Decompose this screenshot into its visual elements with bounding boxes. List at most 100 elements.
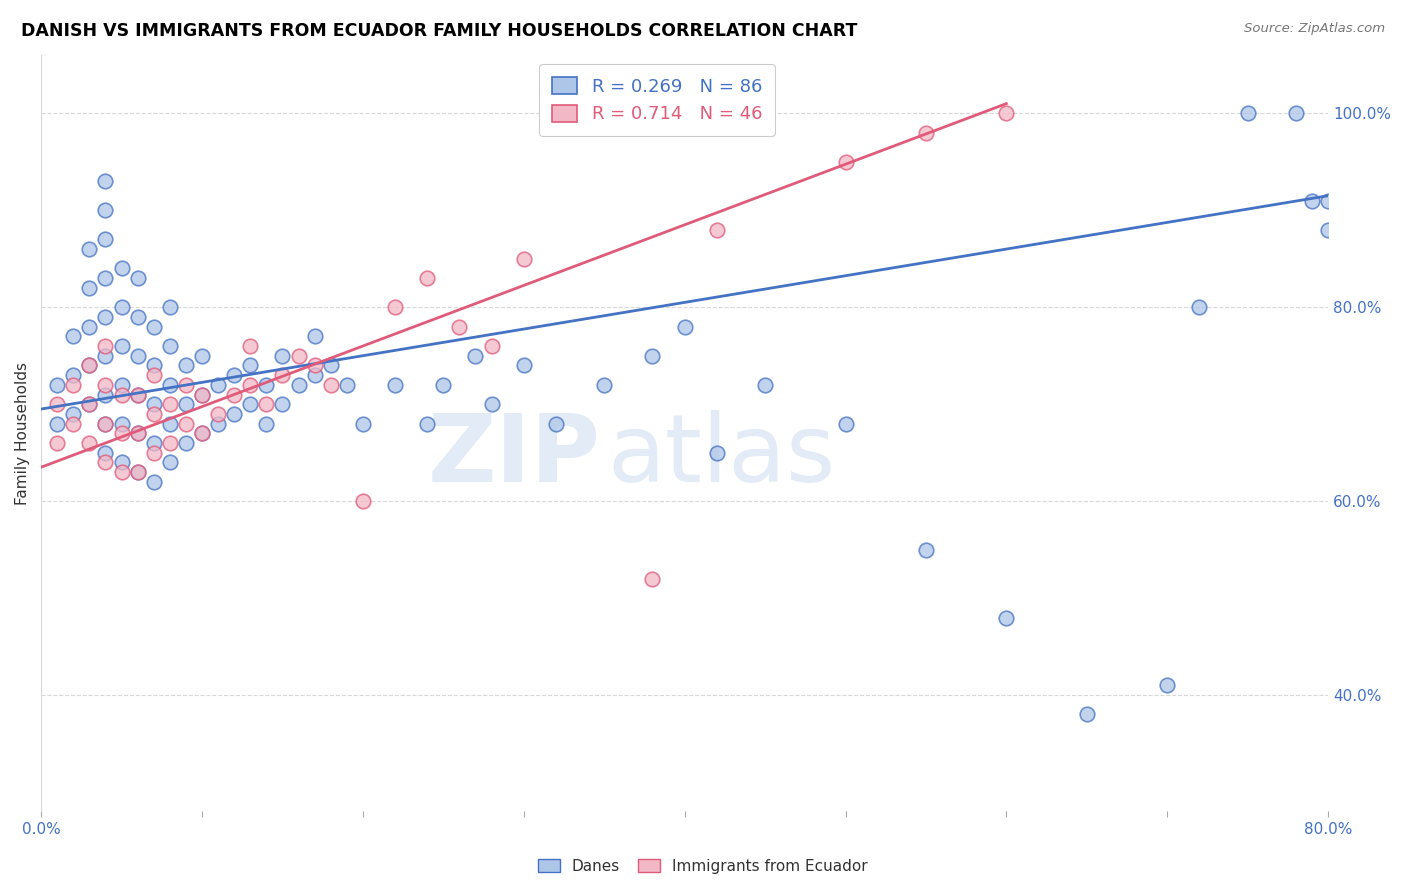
Point	[352, 494, 374, 508]
Point	[706, 445, 728, 459]
Point	[79, 359, 101, 373]
Point	[174, 417, 197, 431]
Point	[304, 329, 326, 343]
Legend: Danes, Immigrants from Ecuador: Danes, Immigrants from Ecuador	[533, 853, 873, 880]
Point	[207, 417, 229, 431]
Point	[174, 377, 197, 392]
Point	[127, 426, 149, 441]
Point	[915, 542, 938, 557]
Point	[995, 106, 1018, 120]
Point	[142, 407, 165, 421]
Point	[94, 417, 117, 431]
Point	[995, 610, 1018, 624]
Point	[159, 397, 181, 411]
Point	[159, 300, 181, 314]
Point	[384, 300, 406, 314]
Point	[254, 417, 277, 431]
Point	[142, 475, 165, 489]
Point	[336, 377, 359, 392]
Point	[159, 339, 181, 353]
Point	[673, 319, 696, 334]
Point	[224, 368, 246, 383]
Point	[79, 242, 101, 256]
Point	[174, 397, 197, 411]
Point	[1076, 707, 1098, 722]
Point	[174, 359, 197, 373]
Point	[127, 310, 149, 324]
Point	[271, 397, 294, 411]
Point	[94, 203, 117, 218]
Point	[142, 436, 165, 450]
Point	[94, 232, 117, 246]
Point	[319, 377, 342, 392]
Legend: R = 0.269   N = 86, R = 0.714   N = 46: R = 0.269 N = 86, R = 0.714 N = 46	[540, 64, 775, 136]
Point	[271, 349, 294, 363]
Point	[110, 455, 132, 469]
Point	[110, 465, 132, 479]
Point	[384, 377, 406, 392]
Point	[239, 377, 262, 392]
Point	[254, 397, 277, 411]
Point	[46, 377, 69, 392]
Point	[1317, 222, 1340, 236]
Point	[46, 436, 69, 450]
Point	[142, 368, 165, 383]
Point	[62, 407, 84, 421]
Point	[110, 339, 132, 353]
Point	[127, 387, 149, 401]
Point	[142, 445, 165, 459]
Point	[127, 426, 149, 441]
Point	[142, 397, 165, 411]
Point	[287, 377, 309, 392]
Y-axis label: Family Households: Family Households	[15, 362, 30, 505]
Point	[593, 377, 616, 392]
Point	[191, 426, 214, 441]
Point	[513, 252, 536, 266]
Point	[544, 417, 567, 431]
Point	[915, 126, 938, 140]
Point	[239, 339, 262, 353]
Point	[1285, 106, 1308, 120]
Point	[159, 417, 181, 431]
Point	[110, 426, 132, 441]
Point	[416, 417, 439, 431]
Point	[110, 417, 132, 431]
Point	[513, 359, 536, 373]
Point	[706, 222, 728, 236]
Point	[110, 261, 132, 276]
Point	[481, 397, 503, 411]
Point	[110, 387, 132, 401]
Point	[1156, 678, 1178, 692]
Point	[62, 377, 84, 392]
Point	[79, 397, 101, 411]
Point	[62, 417, 84, 431]
Point	[224, 407, 246, 421]
Point	[1301, 194, 1323, 208]
Point	[79, 359, 101, 373]
Point	[79, 436, 101, 450]
Point	[449, 319, 471, 334]
Point	[191, 426, 214, 441]
Point	[224, 387, 246, 401]
Point	[352, 417, 374, 431]
Point	[641, 572, 664, 586]
Point	[319, 359, 342, 373]
Point	[159, 436, 181, 450]
Point	[1317, 194, 1340, 208]
Point	[94, 455, 117, 469]
Point	[754, 377, 776, 392]
Point	[94, 271, 117, 285]
Point	[94, 310, 117, 324]
Point	[304, 359, 326, 373]
Text: atlas: atlas	[607, 410, 835, 502]
Point	[239, 397, 262, 411]
Point	[1236, 106, 1258, 120]
Point	[207, 407, 229, 421]
Point	[239, 359, 262, 373]
Point	[127, 349, 149, 363]
Point	[127, 271, 149, 285]
Point	[94, 339, 117, 353]
Point	[304, 368, 326, 383]
Point	[254, 377, 277, 392]
Text: DANISH VS IMMIGRANTS FROM ECUADOR FAMILY HOUSEHOLDS CORRELATION CHART: DANISH VS IMMIGRANTS FROM ECUADOR FAMILY…	[21, 22, 858, 40]
